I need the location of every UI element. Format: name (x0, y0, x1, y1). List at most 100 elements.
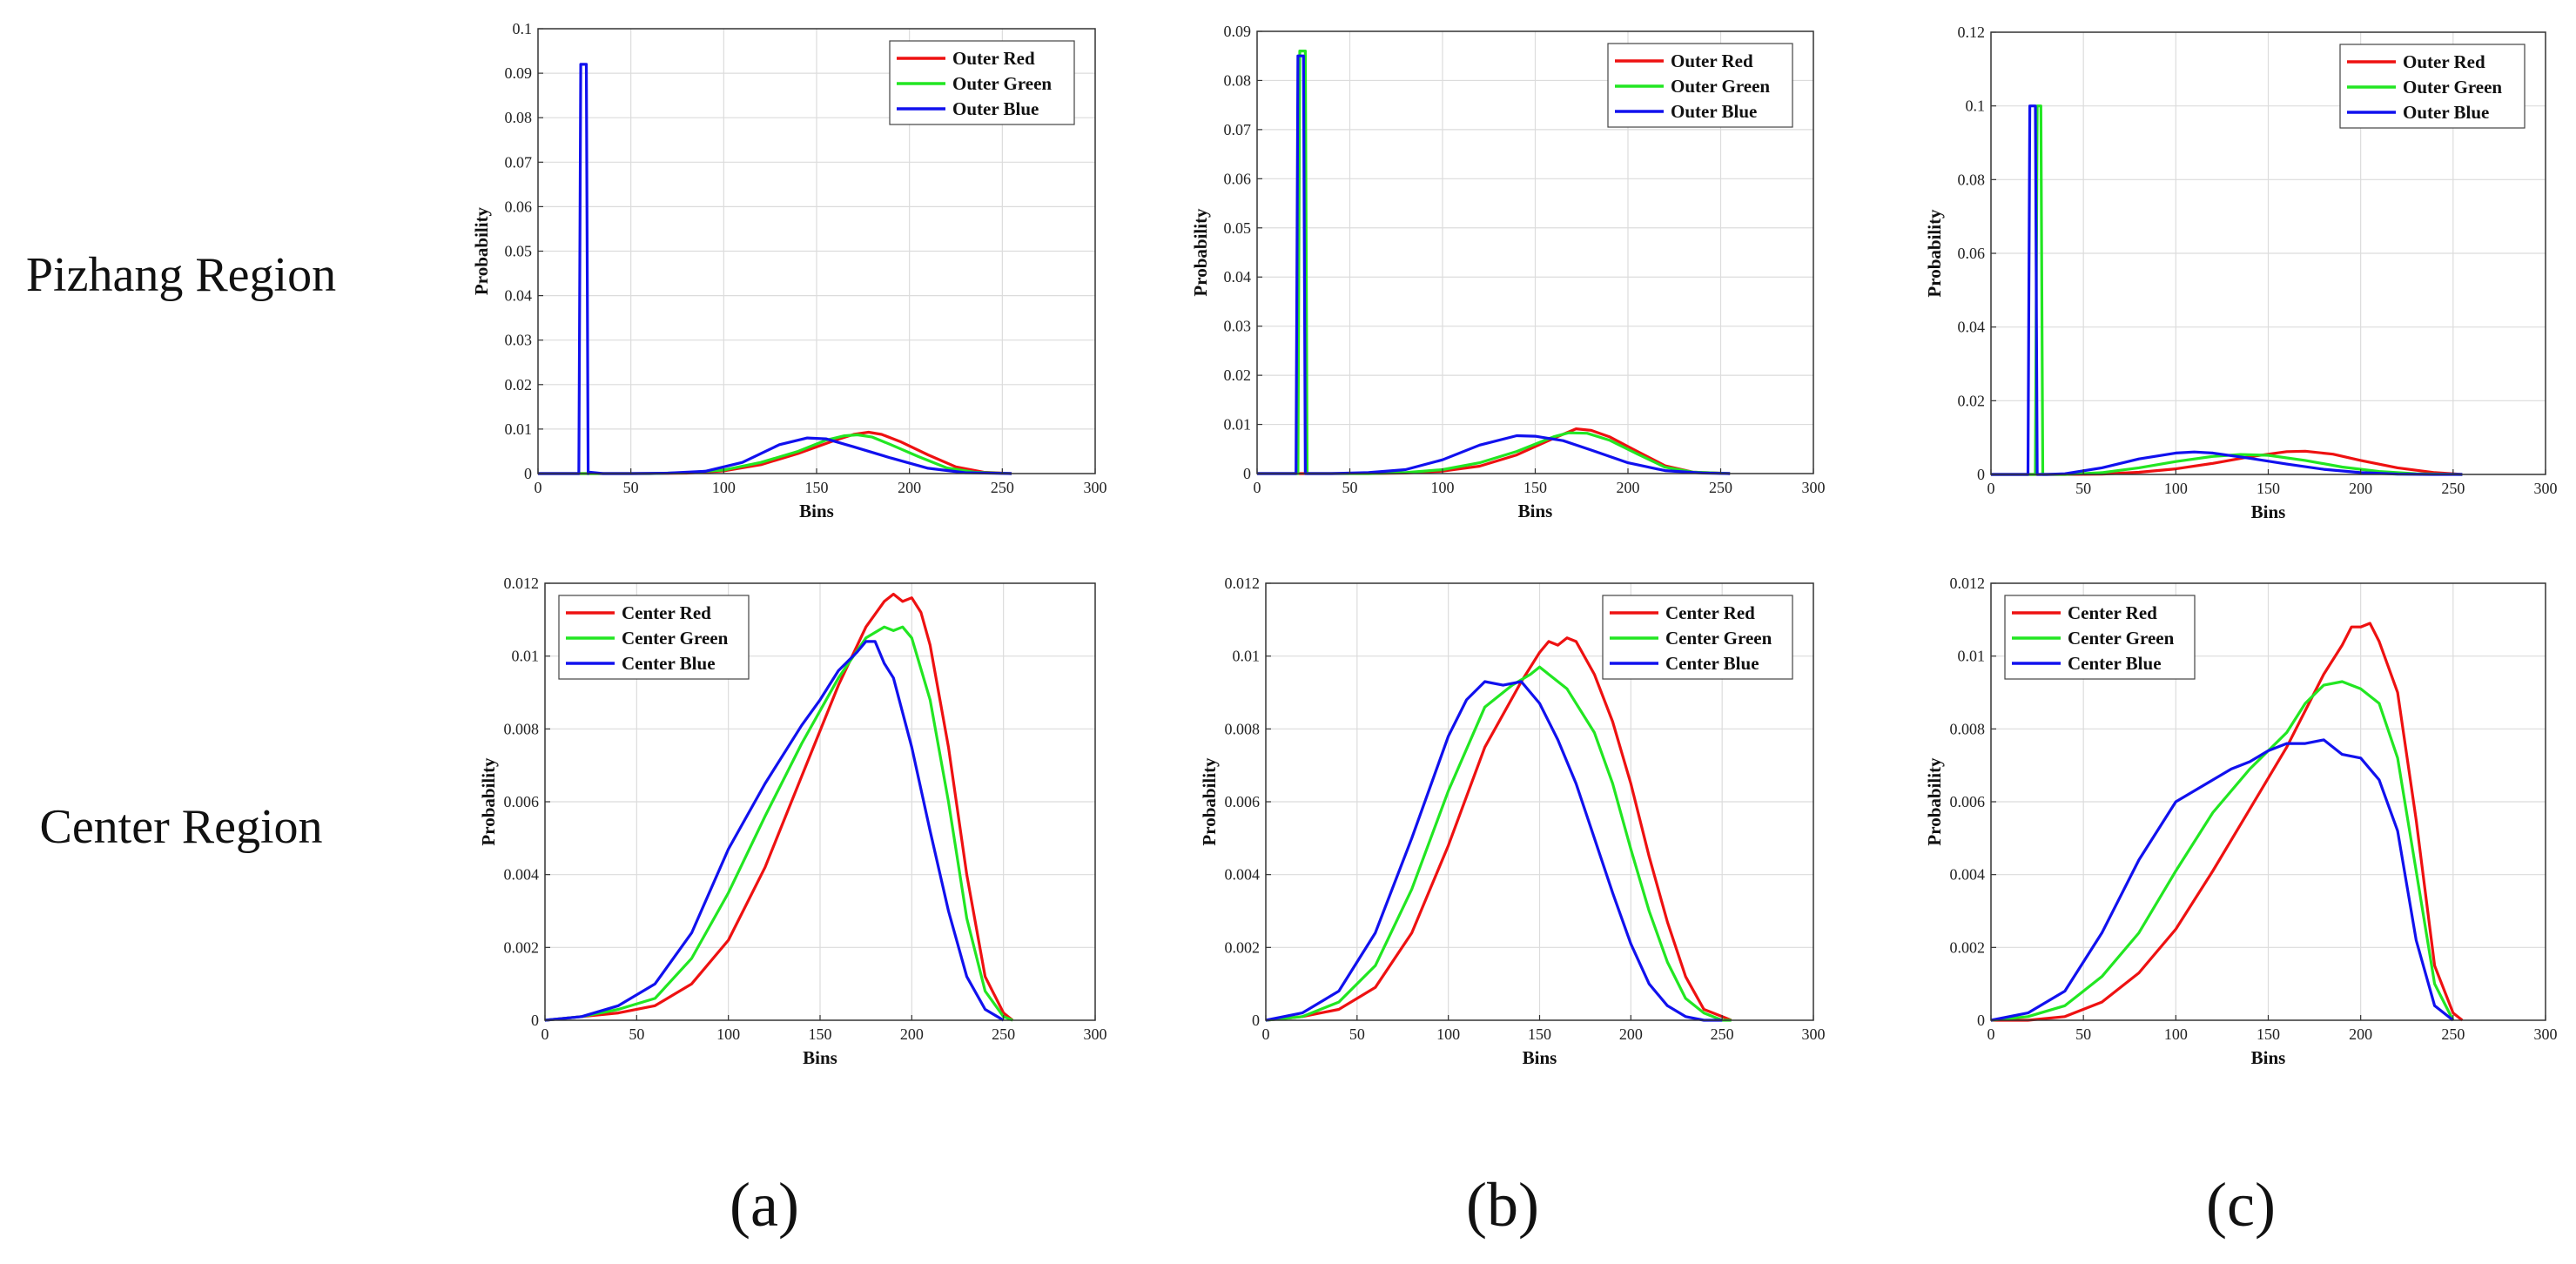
chart-c-outer: 0 50 100 150 200 250 300 0 0.02 0.04 0.06 0.08 0.1 0.… (1924, 24, 2558, 522)
tick-label-y: 0.09 (1224, 23, 1252, 40)
tick-label-y: 0.08 (505, 109, 533, 126)
tick-label-y: 0.008 (1225, 720, 1261, 737)
tick-label-x: 300 (1084, 479, 1107, 496)
tick-label-x: 150 (1528, 1025, 1551, 1043)
tick-label-y: 0.02 (505, 376, 533, 393)
series-line-center-green (1990, 680, 2455, 1022)
tick-label-x: 300 (1802, 1025, 1826, 1043)
tick-label-y: 0 (1252, 1012, 1260, 1029)
y-axis-label: Probability (1924, 209, 1945, 298)
legend-entry: Outer Blue (1671, 101, 1757, 122)
tick-label-y: 0.01 (512, 648, 540, 665)
tick-label-x: 100 (716, 1025, 740, 1043)
tick-label-y: 0.07 (1224, 121, 1252, 138)
chart-grid: 0 50 100 150 200 250 300 0 0.01 0.02 0.03 0.04 0.05 0… (471, 20, 2558, 1068)
tick-label-y: 0.002 (1225, 938, 1261, 956)
tick-label-x: 0 (1987, 1025, 1995, 1043)
tick-label-y: 0.006 (504, 793, 540, 810)
tick-label-x: 300 (2534, 480, 2558, 497)
tick-label-x: 50 (1349, 1025, 1365, 1043)
tick-label-y: 0.12 (1958, 24, 1986, 41)
tick-label-y: 0.012 (1225, 575, 1261, 592)
legend-entry: Center Red (1665, 602, 1755, 623)
tick-label-x: 100 (1431, 479, 1455, 496)
tick-label-y: 0.02 (1958, 392, 1986, 409)
tick-label-x: 50 (1342, 479, 1358, 496)
tick-label-y: 0.002 (504, 938, 540, 956)
tick-label-x: 0 (1254, 479, 1261, 496)
legend-entry: Outer Red (952, 48, 1035, 69)
legend-entry: Outer Green (952, 73, 1052, 94)
y-axis-label: Probability (1924, 757, 1945, 846)
y-axis-label: Probability (1190, 208, 1211, 297)
tick-label-x: 50 (623, 479, 639, 496)
legend-entry: Outer Green (1671, 76, 1770, 97)
tick-label-x: 0 (1262, 1025, 1270, 1043)
x-axis-label: Bins (1518, 501, 1553, 521)
y-axis-label: Probability (471, 206, 492, 295)
chart-b-center: 0 50 100 150 200 250 300 0 0.002 0.004 0.006 0.008 0… (1199, 575, 1826, 1068)
y-axis-label: Probability (478, 757, 499, 846)
tick-label-y: 0.012 (1950, 575, 1986, 592)
legend-entry: Outer Blue (2403, 102, 2489, 123)
tick-label-y: 0.004 (1950, 866, 1986, 884)
tick-label-x: 50 (2075, 1025, 2091, 1043)
series-line-center-green (1265, 665, 1732, 1022)
tick-label-y: 0.09 (505, 64, 533, 82)
tick-label-x: 0 (1987, 480, 1995, 497)
tick-label-y: 0.006 (1950, 793, 1986, 810)
tick-label-y: 0.07 (505, 153, 533, 171)
series-line-outer-blue (538, 63, 1012, 475)
tick-label-x: 50 (2075, 480, 2091, 497)
tick-label-x: 300 (1802, 479, 1826, 496)
tick-label-y: 0.01 (1958, 648, 1986, 665)
legend-entry: Center Green (2068, 628, 2175, 649)
tick-label-x: 150 (805, 479, 829, 496)
chart-b-outer: 0 50 100 150 200 250 300 0 0.01 0.02 0.03 0.04 0.05 0… (1190, 23, 1826, 521)
series-line-center-red (1991, 622, 2464, 1022)
tick-label-x: 150 (2257, 480, 2280, 497)
x-axis-label: Bins (2251, 501, 2286, 522)
tick-label-x: 300 (1084, 1025, 1107, 1043)
tick-label-y: 0.03 (1224, 318, 1252, 335)
tick-label-x: 300 (2534, 1025, 2558, 1043)
chart-a-outer: 0 50 100 150 200 250 300 0 0.01 0.02 0.03 0.04 0.05 0… (471, 20, 1107, 521)
tick-label-y: 0.01 (1224, 416, 1252, 434)
tick-label-y: 0 (1977, 1012, 1985, 1029)
tick-label-y: 0.02 (1224, 366, 1252, 384)
tick-label-x: 250 (992, 1025, 1015, 1043)
tick-label-x: 200 (898, 479, 921, 496)
tick-label-x: 100 (712, 479, 736, 496)
row-label-center: Center Region (39, 800, 322, 854)
tick-label-y: 0.04 (1224, 268, 1252, 286)
tick-label-y: 0.06 (1224, 170, 1252, 187)
series-line-center-blue (1990, 738, 2454, 1022)
tick-label-y: 0.008 (1950, 720, 1986, 737)
series-line-center-red (544, 592, 1014, 1022)
tick-label-x: 150 (809, 1025, 832, 1043)
tick-label-y: 0 (1243, 465, 1251, 482)
x-axis-label: Bins (2251, 1047, 2286, 1068)
series-line-outer-green (1991, 104, 2463, 476)
tick-label-y: 0.006 (1225, 793, 1261, 810)
tick-label-x: 200 (1619, 1025, 1643, 1043)
legend-entry: Center Blue (1665, 653, 1759, 674)
series-line-outer-blue (1991, 104, 2463, 476)
tick-label-y: 0 (1977, 466, 1985, 483)
series-line-center-blue (544, 640, 1005, 1022)
series-line-outer-red (1257, 427, 1731, 475)
tick-label-x: 200 (2349, 480, 2372, 497)
y-axis-label: Probability (1199, 757, 1220, 846)
tick-label-x: 200 (1617, 479, 1640, 496)
panel-label-c: (c) (2206, 1170, 2276, 1240)
legend-entry: Outer Red (2403, 51, 2485, 72)
tick-label-y: 0.008 (504, 720, 540, 737)
tick-label-y: 0.1 (1966, 97, 1986, 115)
tick-label-y: 0.06 (1958, 245, 1986, 262)
legend: Center Red Center Green Center Blue (2004, 595, 2196, 680)
series-line-outer-green (538, 433, 1012, 475)
legend: Outer Red Outer Green Outer Blue (1607, 43, 1793, 128)
x-axis-label: Bins (803, 1047, 837, 1068)
legend: Outer Red Outer Green Outer Blue (889, 40, 1075, 125)
